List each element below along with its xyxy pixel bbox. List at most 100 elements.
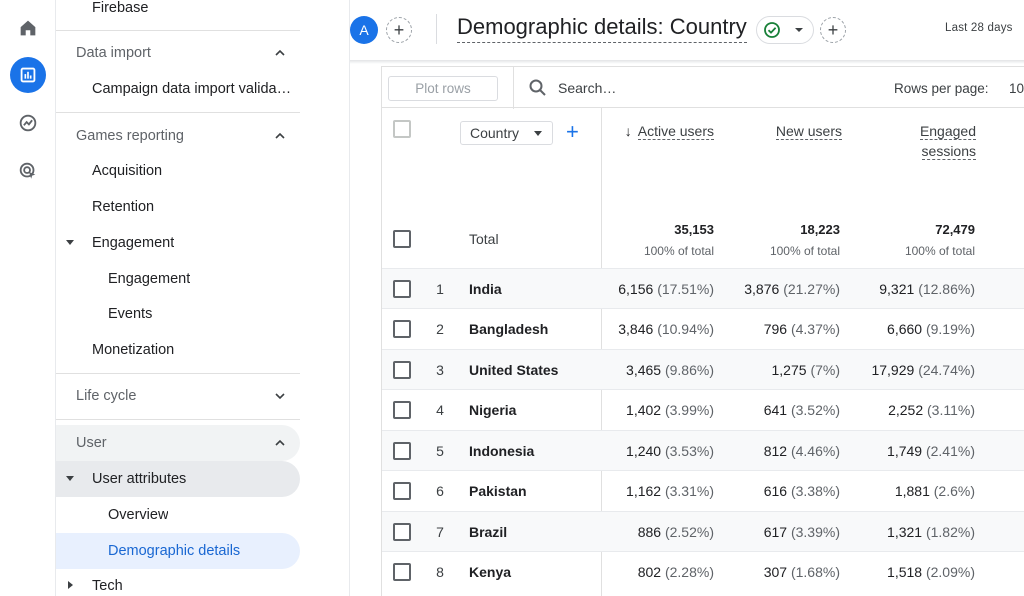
cell-percent: (3.11%)	[927, 402, 975, 418]
nav-item-label: Retention	[92, 199, 155, 215]
cell-percent: (2.28%)	[664, 564, 714, 580]
nav-item-engagement[interactable]: Engagement	[56, 261, 300, 297]
nav-item-label: Monetization	[92, 342, 175, 358]
row-index: 1	[436, 281, 444, 297]
table-toolbar: Plot rows Rows per page: 10	[382, 66, 1024, 109]
row-checkbox[interactable]	[393, 482, 411, 500]
cell-value: 1,162	[626, 483, 662, 499]
nav-item-demographic-details[interactable]: Demographic details	[56, 533, 300, 569]
cell-value: 2,252	[888, 402, 924, 418]
table-row[interactable]: 6 Pakistan 1,162 (3.31%) 616 (3.38%) 1,8…	[382, 470, 1024, 510]
total-row-checkbox[interactable]	[393, 230, 411, 248]
nav-item-label: Engagement	[92, 235, 175, 251]
nav-item-campaign-import[interactable]: Campaign data import valida…	[56, 71, 300, 107]
cell-percent: (1.68%)	[790, 564, 840, 580]
table-row[interactable]: 8 Kenya 802 (2.28%) 307 (1.68%) 1,518 (2…	[382, 551, 1024, 591]
engaged-sessions-cell: 1,749 (2.41%)	[835, 443, 975, 459]
new-users-cell: 616 (3.38%)	[700, 483, 840, 499]
active-users-cell: 1,240 (3.53%)	[574, 443, 714, 459]
page-title: Demographic details: Country	[457, 14, 747, 43]
column-header-active-users[interactable]: ↓ Active users	[619, 121, 714, 141]
cell-value: 6,660	[887, 321, 923, 337]
total-engaged-sessions: 72,479	[935, 222, 975, 237]
cell-value: 812	[763, 443, 788, 459]
column-header-engaged-sessions[interactable]: Engaged sessions	[882, 121, 976, 161]
comparison-avatar[interactable]: A	[350, 16, 378, 44]
cell-percent: (2.09%)	[925, 564, 975, 580]
divider	[56, 112, 300, 113]
nav-item-overview[interactable]: Overview	[56, 497, 300, 533]
row-checkbox[interactable]	[393, 442, 411, 460]
table-row[interactable]: 7 Brazil 886 (2.52%) 617 (3.39%) 1,321 (…	[382, 511, 1024, 551]
dimension-select[interactable]: Country	[460, 121, 553, 145]
nav-item-label: Overview	[108, 507, 169, 523]
expand-triangle-icon	[66, 240, 74, 245]
row-checkbox[interactable]	[393, 280, 411, 298]
row-index: 7	[436, 524, 444, 540]
dimension-label: Country	[470, 125, 520, 141]
row-checkbox[interactable]	[393, 320, 411, 338]
cell-value: 307	[763, 564, 788, 580]
reports-icon[interactable]	[10, 57, 46, 93]
nav-section-user[interactable]: User	[56, 425, 300, 461]
nav-group-engagement[interactable]: Engagement	[56, 225, 300, 261]
plot-rows-button[interactable]: Plot rows	[388, 76, 498, 101]
column-header-new-users[interactable]: New users	[752, 121, 842, 141]
nav-item-monetization[interactable]: Monetization	[56, 332, 300, 368]
cell-percent: (3.39%)	[790, 524, 840, 540]
cell-percent: (2.6%)	[933, 483, 975, 499]
select-all-checkbox[interactable]	[393, 120, 411, 138]
new-users-cell: 1,275 (7%)	[700, 362, 841, 378]
cell-value: 1,275	[771, 362, 807, 378]
search-input[interactable]	[558, 77, 758, 99]
table-row[interactable]: 2 Bangladesh 3,846 (10.94%) 796 (4.37%) …	[382, 308, 1024, 348]
add-comparison-button[interactable]: +	[386, 17, 412, 43]
cell-percent: (3.38%)	[790, 483, 840, 499]
header-shadow	[350, 60, 1024, 64]
row-checkbox[interactable]	[393, 523, 411, 541]
row-index: 3	[436, 362, 444, 378]
row-checkbox[interactable]	[393, 361, 411, 379]
active-users-cell: 886 (2.52%)	[574, 524, 714, 540]
nav-item-retention[interactable]: Retention	[56, 189, 300, 225]
cell-value: 3,465	[626, 362, 662, 378]
table-row[interactable]: 5 Indonesia 1,240 (3.53%) 812 (4.46%) 1,…	[382, 430, 1024, 470]
nav-section-life-cycle[interactable]: Life cycle	[56, 378, 300, 414]
data-quality-button[interactable]	[756, 16, 814, 44]
nav-group-tech[interactable]: Tech	[56, 568, 300, 596]
new-users-cell: 617 (3.39%)	[700, 524, 840, 540]
nav-item-events[interactable]: Events	[56, 296, 300, 332]
nav-section-data-import[interactable]: Data import	[56, 35, 300, 71]
rows-per-page-label: Rows per page:	[894, 81, 989, 96]
customize-report-button[interactable]: +	[820, 17, 846, 43]
divider	[436, 14, 437, 44]
cell-percent: (4.46%)	[790, 443, 840, 459]
advertising-icon[interactable]	[10, 153, 46, 189]
nav-group-user-attributes[interactable]: User attributes	[56, 461, 300, 497]
nav-item-firebase[interactable]: Firebase	[56, 0, 300, 26]
cell-value: 3,846	[618, 321, 654, 337]
home-icon[interactable]	[10, 10, 46, 46]
nav-item-acquisition[interactable]: Acquisition	[56, 153, 300, 189]
table-row[interactable]: 3 United States 3,465 (9.86%) 1,275 (7%)…	[382, 349, 1024, 389]
column-label: Active users	[637, 123, 714, 140]
row-checkbox[interactable]	[393, 401, 411, 419]
row-index: 6	[436, 483, 444, 499]
table-row[interactable]: 1 India 6,156 (17.51%) 3,876 (21.27%) 9,…	[382, 268, 1024, 308]
check-circle-icon	[764, 22, 780, 38]
rows-per-page-select[interactable]: 10	[1009, 81, 1024, 96]
row-checkbox[interactable]	[393, 563, 411, 581]
explore-icon[interactable]	[10, 105, 46, 141]
add-dimension-button[interactable]: +	[566, 119, 579, 144]
country-cell: Kenya	[469, 564, 512, 580]
cell-value: 6,156	[618, 281, 654, 297]
cell-value: 17,929	[871, 362, 915, 378]
date-range-label[interactable]: Last 28 days	[945, 22, 1013, 34]
nav-item-label: Demographic details	[108, 543, 241, 559]
section-label: Data import	[76, 45, 151, 61]
chevron-up-icon	[275, 132, 285, 139]
column-label: New users	[775, 123, 842, 140]
nav-section-games-reporting[interactable]: Games reporting	[56, 118, 300, 154]
nav-item-label: Tech	[92, 578, 123, 594]
table-row[interactable]: 4 Nigeria 1,402 (3.99%) 641 (3.52%) 2,25…	[382, 389, 1024, 429]
